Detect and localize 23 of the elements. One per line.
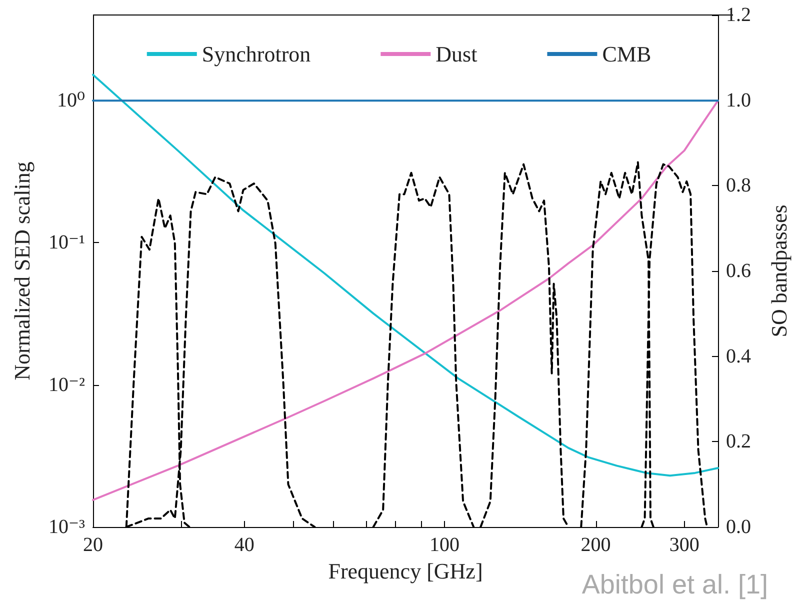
y2-tick-label: 1.2 bbox=[726, 4, 751, 26]
x-tick-label: 100 bbox=[429, 534, 460, 556]
y2-axis-title: SO bandpasses bbox=[766, 204, 792, 338]
legend-label: CMB bbox=[602, 42, 652, 66]
y-tick-label: 10⁻¹ bbox=[48, 232, 85, 254]
legend-label: Synchrotron bbox=[202, 42, 311, 66]
y-tick-label: 10⁻² bbox=[48, 374, 85, 396]
y-tick-label: 10⁰ bbox=[56, 90, 85, 112]
x-tick-label: 40 bbox=[234, 534, 254, 556]
legend-label: Dust bbox=[436, 42, 478, 66]
y2-tick-label: 1.0 bbox=[726, 89, 751, 112]
y2-tick-label: 0.8 bbox=[726, 174, 751, 197]
y2-tick-label: 0.6 bbox=[726, 260, 751, 282]
x-tick-label: 20 bbox=[83, 534, 103, 556]
y2-tick-label: 0.0 bbox=[726, 516, 751, 538]
y-tick-label: 10⁻³ bbox=[48, 516, 85, 538]
y-axis-title: Normalized SED scaling bbox=[10, 162, 34, 380]
y2-tick-label: 0.4 bbox=[726, 345, 751, 368]
y2-tick-label: 0.2 bbox=[726, 430, 751, 453]
x-axis-title: Frequency [GHz] bbox=[328, 558, 483, 584]
text: Abitbol et al. [1] bbox=[582, 570, 768, 600]
x-tick-label: 300 bbox=[669, 534, 700, 556]
x-tick-label: 200 bbox=[580, 534, 611, 556]
